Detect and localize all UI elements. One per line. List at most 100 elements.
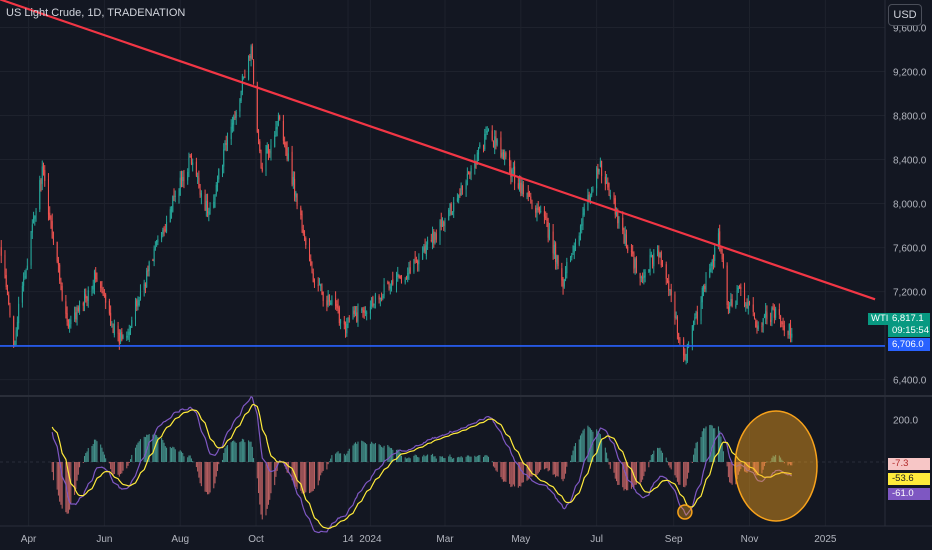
histogram-bar	[157, 437, 159, 462]
histogram-bar	[517, 462, 519, 488]
candle-body	[589, 196, 591, 202]
histogram-value-badge: -7.3	[888, 458, 930, 470]
histogram-bar	[791, 462, 793, 466]
histogram-bar	[748, 462, 751, 471]
histogram-bar	[226, 444, 228, 462]
candle-body	[383, 284, 385, 296]
candle-body	[504, 152, 506, 161]
histogram-bar	[373, 444, 375, 462]
candle-body	[224, 144, 226, 150]
candle-body	[418, 259, 420, 264]
candle-body	[59, 264, 61, 281]
candle-body	[52, 238, 54, 243]
histogram-bar	[783, 462, 785, 464]
candle-body	[276, 126, 278, 130]
currency-button[interactable]: USD	[888, 4, 922, 26]
candle-body	[685, 359, 687, 361]
candle-body	[25, 270, 27, 278]
candle-body	[379, 297, 381, 300]
histogram-bar	[678, 462, 680, 485]
histogram-bar	[400, 455, 403, 462]
candle-body	[591, 192, 593, 196]
histogram-bar	[230, 442, 232, 462]
histogram-bar	[634, 462, 636, 485]
histogram-bar	[642, 462, 644, 480]
candle-body	[604, 176, 606, 185]
candle-body	[180, 176, 182, 181]
candle-body	[156, 240, 158, 246]
histogram-bar	[205, 462, 207, 493]
histogram-bar	[304, 462, 306, 494]
candle-body	[644, 271, 646, 278]
candle-body	[744, 290, 746, 307]
candle-body	[719, 231, 721, 248]
candle-body	[623, 230, 625, 243]
candle-body	[448, 209, 450, 221]
candle-body	[468, 172, 470, 174]
candle-body	[460, 185, 462, 196]
candle-body	[598, 168, 600, 172]
candle-body	[152, 260, 154, 262]
histogram-bar	[267, 462, 270, 505]
candle-body	[783, 325, 785, 331]
candle-body	[618, 216, 620, 223]
histogram-bar	[131, 454, 133, 462]
histogram-bar	[729, 462, 731, 483]
histogram-bar	[417, 456, 419, 462]
candle-body	[8, 294, 10, 305]
histogram-bar	[658, 448, 660, 462]
candle-body	[562, 279, 564, 288]
histogram-bar	[312, 462, 314, 491]
histogram-bar	[86, 451, 88, 462]
histogram-bar	[364, 442, 366, 462]
histogram-bar	[521, 462, 523, 483]
candle-body	[313, 280, 315, 286]
candle-body	[4, 254, 6, 276]
histogram-bar	[456, 457, 458, 462]
histogram-bar	[548, 462, 550, 471]
histogram-bar	[721, 443, 723, 462]
candle-body	[413, 259, 415, 272]
support-line-badge: 6,706.0	[888, 338, 930, 351]
histogram-bar	[120, 462, 122, 475]
histogram-bar	[607, 458, 609, 462]
histogram-bar	[475, 456, 477, 462]
histogram-bar	[487, 456, 490, 462]
candle-body	[583, 208, 585, 215]
candle-body	[102, 290, 104, 296]
candle-body	[607, 182, 609, 188]
histogram-bar	[207, 462, 209, 495]
histogram-bar	[111, 462, 113, 473]
candle-body	[382, 296, 384, 298]
histogram-bar	[479, 455, 481, 462]
candle-body	[665, 264, 667, 279]
histogram-bar	[443, 458, 445, 462]
histogram-bar	[556, 462, 558, 476]
histogram-bar	[61, 462, 63, 509]
oscillator-tick-label: 200.0	[893, 415, 918, 426]
candle-body	[404, 279, 406, 283]
candle-body	[573, 246, 575, 253]
histogram-bar	[609, 462, 611, 469]
candle-body	[198, 177, 200, 188]
candle-body	[111, 326, 113, 328]
histogram-bar	[563, 462, 565, 479]
histogram-bar	[335, 453, 337, 462]
histogram-bar	[96, 441, 98, 462]
candle-body	[251, 46, 253, 59]
candle-body	[320, 284, 322, 287]
histogram-bar	[198, 462, 200, 478]
candle-body	[704, 285, 706, 290]
histogram-bar	[434, 456, 436, 462]
histogram-bar	[520, 462, 522, 487]
histogram-bar	[128, 462, 130, 463]
candle-body	[485, 131, 487, 135]
candle-body	[486, 130, 488, 133]
histogram-bar	[459, 457, 461, 462]
candle-body	[601, 160, 603, 176]
histogram-bar	[722, 451, 724, 462]
histogram-bar	[703, 428, 705, 462]
histogram-bar	[787, 462, 789, 466]
histogram-bar	[233, 440, 235, 462]
